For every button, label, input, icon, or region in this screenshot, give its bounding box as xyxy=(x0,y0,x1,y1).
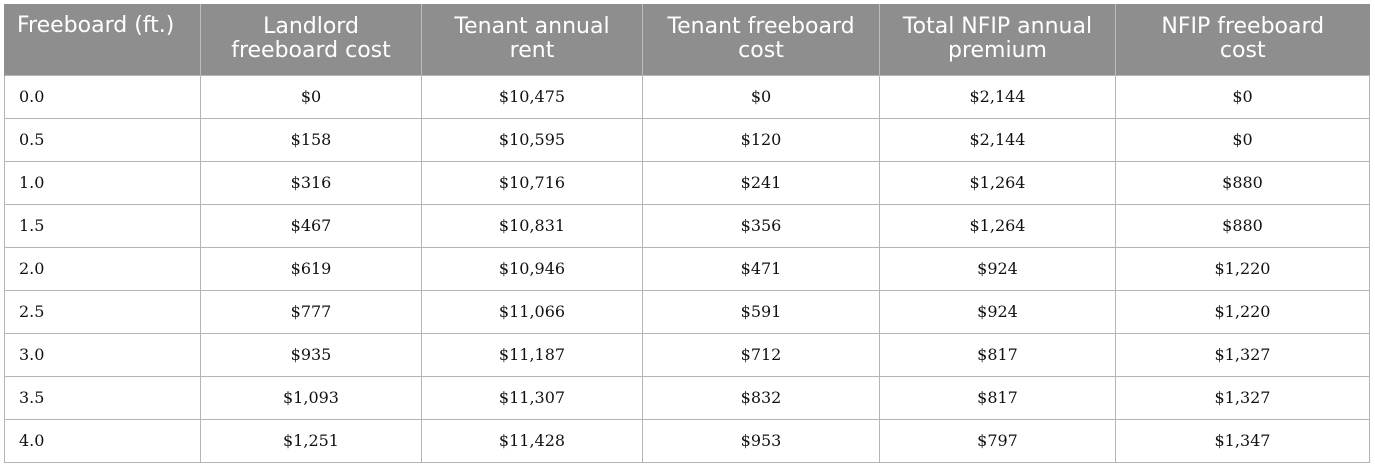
cell-nfip-cost: $0 xyxy=(1115,74,1370,119)
cell-tenant-rent: $10,831 xyxy=(421,203,643,248)
header-landlord-freeboard-cost: Landlord freeboard cost xyxy=(200,4,422,75)
cell-landlord-cost: $316 xyxy=(200,160,422,205)
cell-nfip-premium: $797 xyxy=(879,418,1116,463)
cell-tenant-rent: $11,307 xyxy=(421,375,643,420)
cell-tenant-rent: $11,187 xyxy=(421,332,643,377)
cell-nfip-premium: $1,264 xyxy=(879,160,1116,205)
header-nfip-freeboard-cost: NFIP freeboard cost xyxy=(1115,4,1370,75)
freeboard-cost-table: Freeboard (ft.) Landlord freeboard cost … xyxy=(4,4,1370,463)
cell-freeboard: 2.5 xyxy=(4,289,201,334)
cell-nfip-premium: $2,144 xyxy=(879,117,1116,162)
header-tenant-annual-rent: Tenant annual rent xyxy=(421,4,643,75)
cell-tenant-rent: $10,595 xyxy=(421,117,643,162)
cell-tenant-cost: $712 xyxy=(642,332,880,377)
cell-nfip-premium: $1,264 xyxy=(879,203,1116,248)
cell-nfip-cost: $880 xyxy=(1115,160,1370,205)
cell-nfip-cost: $1,220 xyxy=(1115,289,1370,334)
cell-freeboard: 3.0 xyxy=(4,332,201,377)
cell-tenant-rent: $10,475 xyxy=(421,74,643,119)
cell-freeboard: 1.0 xyxy=(4,160,201,205)
cell-landlord-cost: $935 xyxy=(200,332,422,377)
cell-nfip-premium: $817 xyxy=(879,332,1116,377)
cell-landlord-cost: $619 xyxy=(200,246,422,291)
cell-freeboard: 4.0 xyxy=(4,418,201,463)
cell-freeboard: 0.0 xyxy=(4,74,201,119)
cell-nfip-cost: $1,347 xyxy=(1115,418,1370,463)
cell-freeboard: 3.5 xyxy=(4,375,201,420)
cell-tenant-rent: $11,428 xyxy=(421,418,643,463)
cell-tenant-cost: $953 xyxy=(642,418,880,463)
table-body: 0.0 $0 $10,475 $0 $2,144 $0 0.5 $158 $10… xyxy=(4,74,1370,463)
header-freeboard: Freeboard (ft.) xyxy=(4,4,201,75)
cell-landlord-cost: $467 xyxy=(200,203,422,248)
header-total-nfip-annual-premium: Total NFIP annual premium xyxy=(879,4,1116,75)
table-row: 3.5 $1,093 $11,307 $832 $817 $1,327 xyxy=(4,375,1370,420)
header-tenant-freeboard-cost: Tenant freeboard cost xyxy=(642,4,880,75)
table-header: Freeboard (ft.) Landlord freeboard cost … xyxy=(4,4,1370,75)
cell-tenant-cost: $241 xyxy=(642,160,880,205)
table-row: 3.0 $935 $11,187 $712 $817 $1,327 xyxy=(4,332,1370,377)
cell-landlord-cost: $0 xyxy=(200,74,422,119)
cell-nfip-cost: $1,220 xyxy=(1115,246,1370,291)
cell-tenant-cost: $356 xyxy=(642,203,880,248)
table-row: 0.5 $158 $10,595 $120 $2,144 $0 xyxy=(4,117,1370,162)
cell-nfip-premium: $817 xyxy=(879,375,1116,420)
cell-nfip-premium: $924 xyxy=(879,246,1116,291)
cell-freeboard: 1.5 xyxy=(4,203,201,248)
table-row: 0.0 $0 $10,475 $0 $2,144 $0 xyxy=(4,74,1370,119)
cell-nfip-premium: $2,144 xyxy=(879,74,1116,119)
table-row: 4.0 $1,251 $11,428 $953 $797 $1,347 xyxy=(4,418,1370,463)
cell-nfip-cost: $0 xyxy=(1115,117,1370,162)
cell-tenant-cost: $832 xyxy=(642,375,880,420)
table-row: 2.0 $619 $10,946 $471 $924 $1,220 xyxy=(4,246,1370,291)
cell-tenant-rent: $10,716 xyxy=(421,160,643,205)
cell-tenant-cost: $120 xyxy=(642,117,880,162)
cell-tenant-cost: $591 xyxy=(642,289,880,334)
cell-landlord-cost: $777 xyxy=(200,289,422,334)
cell-tenant-cost: $471 xyxy=(642,246,880,291)
cell-nfip-cost: $1,327 xyxy=(1115,332,1370,377)
cell-tenant-rent: $11,066 xyxy=(421,289,643,334)
cell-freeboard: 2.0 xyxy=(4,246,201,291)
header-row: Freeboard (ft.) Landlord freeboard cost … xyxy=(4,4,1370,75)
table-row: 2.5 $777 $11,066 $591 $924 $1,220 xyxy=(4,289,1370,334)
table-row: 1.0 $316 $10,716 $241 $1,264 $880 xyxy=(4,160,1370,205)
table-row: 1.5 $467 $10,831 $356 $1,264 $880 xyxy=(4,203,1370,248)
cell-freeboard: 0.5 xyxy=(4,117,201,162)
cell-tenant-rent: $10,946 xyxy=(421,246,643,291)
cell-landlord-cost: $1,093 xyxy=(200,375,422,420)
cell-nfip-premium: $924 xyxy=(879,289,1116,334)
cell-landlord-cost: $1,251 xyxy=(200,418,422,463)
freeboard-cost-table-container: Freeboard (ft.) Landlord freeboard cost … xyxy=(4,4,1370,463)
cell-nfip-cost: $1,327 xyxy=(1115,375,1370,420)
cell-tenant-cost: $0 xyxy=(642,74,880,119)
cell-landlord-cost: $158 xyxy=(200,117,422,162)
cell-nfip-cost: $880 xyxy=(1115,203,1370,248)
